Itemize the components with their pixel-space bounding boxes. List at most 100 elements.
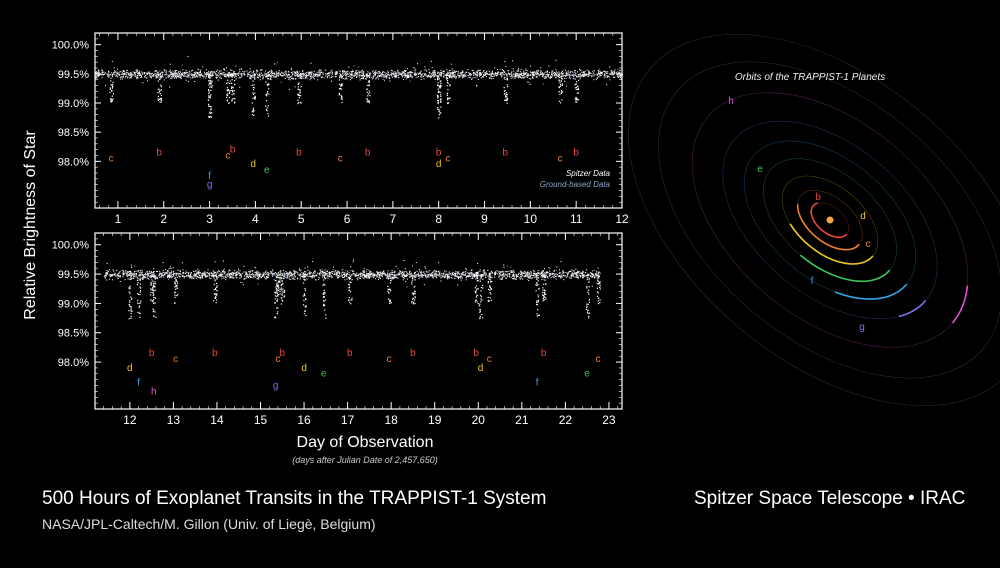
transit-point <box>440 107 441 108</box>
data-point <box>331 77 332 78</box>
data-point <box>282 273 283 274</box>
data-point <box>470 276 471 277</box>
data-point <box>350 74 351 75</box>
data-point <box>198 277 199 278</box>
data-point <box>445 74 446 75</box>
data-point <box>419 278 420 279</box>
transit-point <box>266 75 267 76</box>
data-point <box>310 79 311 80</box>
data-point <box>450 70 451 71</box>
data-point <box>226 76 227 77</box>
data-point <box>405 71 406 72</box>
data-point <box>580 70 581 71</box>
data-point <box>183 75 184 76</box>
data-point <box>137 73 138 74</box>
data-point <box>220 73 221 74</box>
data-point <box>147 74 148 75</box>
data-point <box>294 270 295 271</box>
data-point <box>162 72 163 73</box>
data-point <box>394 275 395 276</box>
data-point <box>582 272 583 273</box>
transit-point <box>253 89 254 90</box>
transit-point <box>341 89 342 90</box>
data-point <box>589 279 590 280</box>
data-point <box>295 273 296 274</box>
data-point <box>200 75 201 76</box>
data-point <box>472 278 473 279</box>
data-point <box>203 274 204 275</box>
data-point <box>432 72 433 73</box>
transit-point <box>208 95 209 96</box>
data-point <box>577 275 578 276</box>
data-point <box>356 77 357 78</box>
data-point <box>490 75 491 76</box>
data-point <box>611 70 612 71</box>
data-point <box>250 68 251 69</box>
data-point <box>443 76 444 77</box>
data-point <box>204 72 205 73</box>
transit-point <box>232 98 233 99</box>
data-point <box>189 277 190 278</box>
data-point <box>187 56 188 57</box>
data-point <box>389 273 390 274</box>
data-point <box>411 276 412 277</box>
transit-point <box>210 109 211 110</box>
data-point <box>259 74 260 75</box>
data-point <box>343 274 344 275</box>
data-point <box>168 276 169 277</box>
data-point <box>260 79 261 80</box>
data-point <box>268 72 269 73</box>
data-point <box>459 274 460 275</box>
data-point <box>579 273 580 274</box>
data-point <box>109 76 110 77</box>
data-point <box>96 76 97 77</box>
data-point <box>495 271 496 272</box>
data-point <box>565 70 566 71</box>
data-point <box>443 276 444 277</box>
data-point <box>443 273 444 274</box>
data-point <box>236 74 237 75</box>
data-point <box>431 73 432 74</box>
data-point <box>612 72 613 73</box>
data-point <box>238 269 239 270</box>
data-point <box>246 71 247 72</box>
data-point <box>461 273 462 274</box>
data-point <box>191 73 192 74</box>
data-point <box>497 75 498 76</box>
data-point <box>133 72 134 73</box>
data-point <box>486 74 487 75</box>
data-point <box>434 75 435 76</box>
data-point <box>285 75 286 76</box>
data-point <box>316 275 317 276</box>
data-point <box>502 271 503 272</box>
transit-point <box>341 95 342 96</box>
data-point <box>483 74 484 75</box>
data-point <box>357 278 358 279</box>
transit-point <box>447 78 448 79</box>
data-point <box>487 74 488 75</box>
transit-point <box>158 100 159 101</box>
data-point <box>500 275 501 276</box>
data-point <box>464 274 465 275</box>
data-point <box>185 70 186 71</box>
data-point <box>173 71 174 72</box>
data-point <box>244 71 245 72</box>
data-point <box>192 77 193 78</box>
transit-point <box>368 100 369 101</box>
data-point <box>307 266 308 267</box>
data-point <box>314 76 315 77</box>
data-point <box>195 276 196 277</box>
data-point <box>467 275 468 276</box>
data-point <box>297 274 298 275</box>
data-point <box>567 274 568 275</box>
data-point <box>517 70 518 71</box>
data-point <box>536 273 537 274</box>
data-point <box>225 74 226 75</box>
data-point <box>439 73 440 74</box>
data-point <box>238 270 239 271</box>
data-point <box>556 270 557 271</box>
data-point <box>118 275 119 276</box>
data-point <box>105 273 106 274</box>
data-point <box>526 76 527 77</box>
data-point <box>204 271 205 272</box>
